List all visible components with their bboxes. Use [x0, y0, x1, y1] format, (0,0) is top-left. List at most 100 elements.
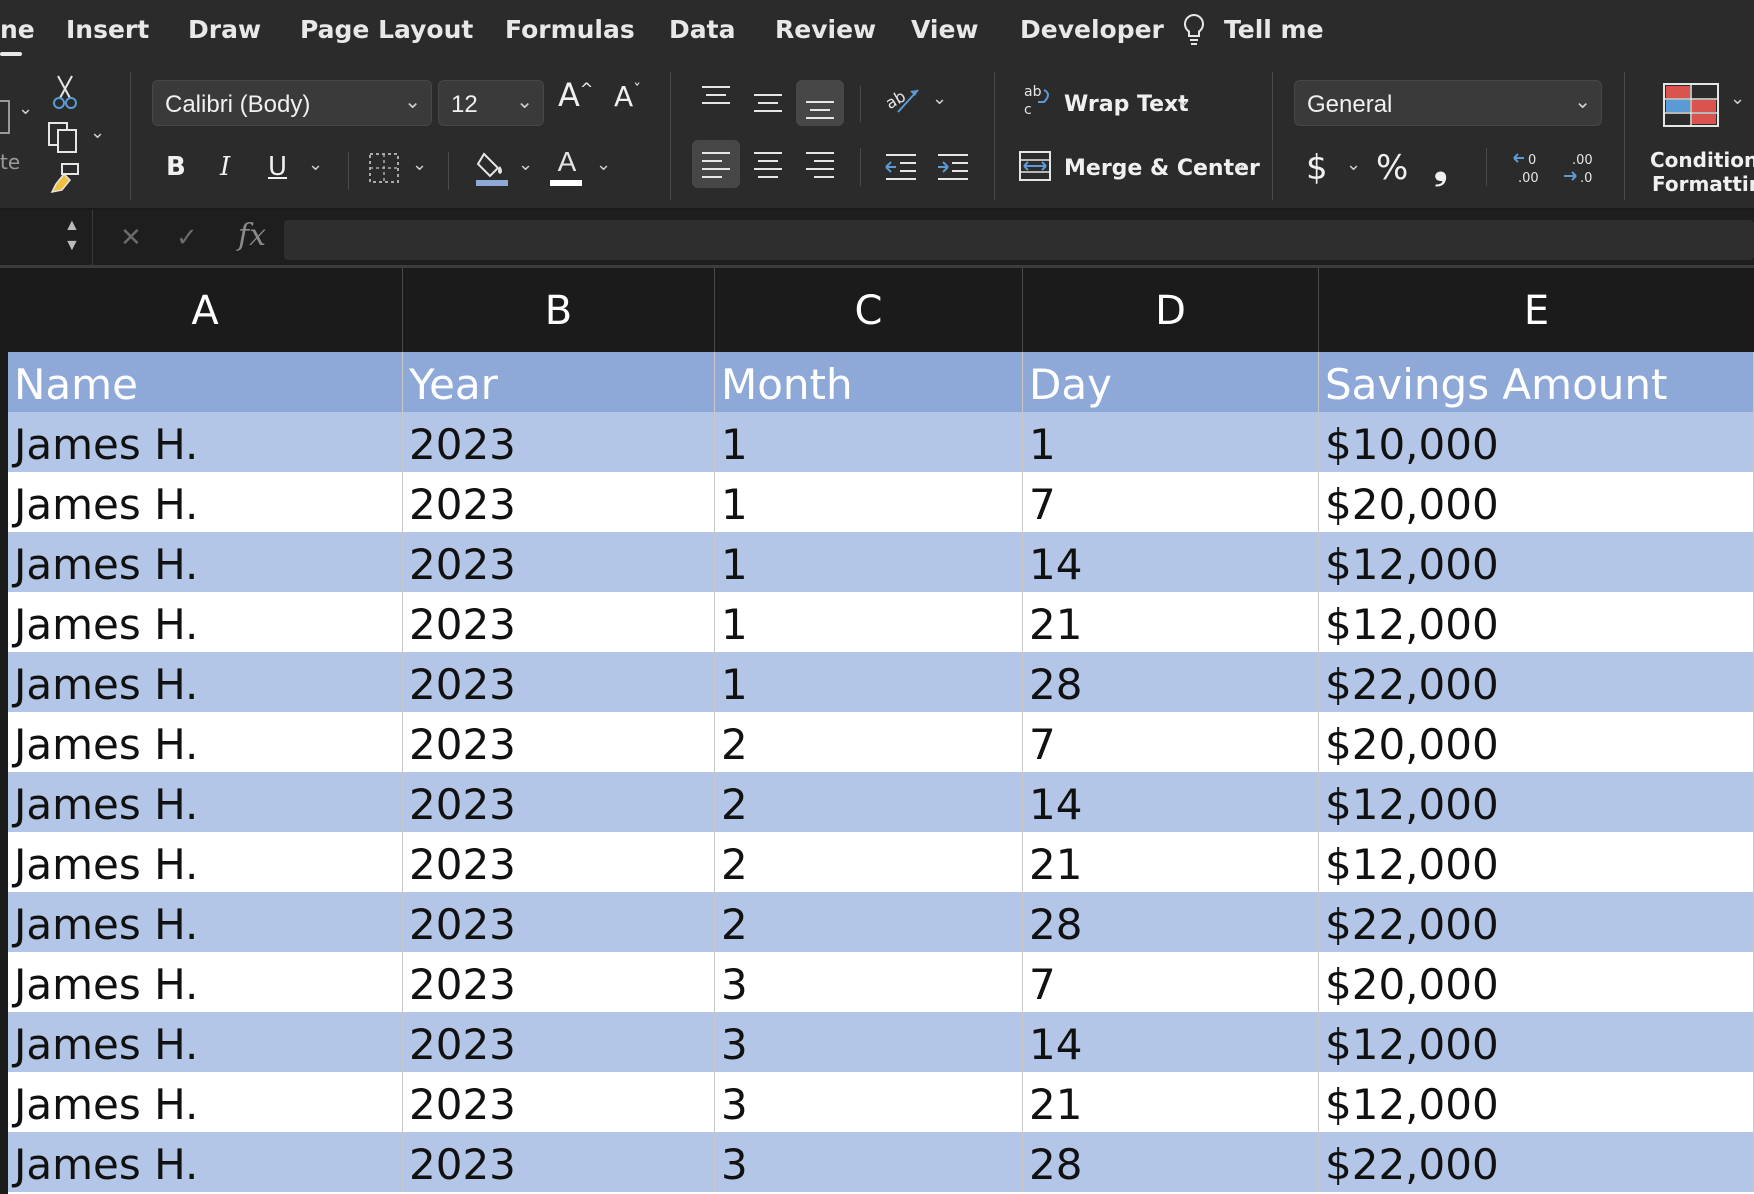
table-header-cell[interactable]: Name — [8, 352, 403, 412]
fill-color-icon[interactable] — [474, 148, 510, 193]
align-right-icon[interactable] — [804, 150, 836, 185]
table-cell[interactable]: 14 — [1023, 772, 1319, 832]
table-cell[interactable]: James H. — [8, 1132, 403, 1192]
table-cell[interactable]: 2023 — [403, 1012, 715, 1072]
orientation-dropdown-chevron[interactable]: ⌄ — [932, 88, 948, 108]
tab-developer[interactable]: Developer — [1020, 15, 1164, 44]
table-cell[interactable]: 28 — [1023, 1132, 1319, 1192]
table-cell[interactable]: 1 — [715, 652, 1023, 712]
tab-insert[interactable]: Insert — [66, 15, 150, 44]
tab-review[interactable]: Review — [775, 15, 877, 44]
table-cell[interactable]: 3 — [715, 1012, 1023, 1072]
column-header-c[interactable]: C — [715, 268, 1023, 352]
table-cell[interactable]: James H. — [8, 412, 403, 472]
currency-button[interactable]: $ — [1306, 148, 1328, 188]
table-cell[interactable]: 14 — [1023, 1012, 1319, 1072]
table-cell[interactable]: James H. — [8, 472, 403, 532]
table-cell[interactable]: 21 — [1023, 592, 1319, 652]
conditional-formatting-label-line2[interactable]: Formatting — [1652, 172, 1754, 196]
table-cell[interactable]: James H. — [8, 832, 403, 892]
conditional-formatting-icon[interactable] — [1662, 82, 1720, 133]
table-cell[interactable]: 2 — [715, 892, 1023, 952]
table-cell[interactable]: 2 — [715, 832, 1023, 892]
table-cell[interactable]: 2023 — [403, 832, 715, 892]
table-cell[interactable]: 7 — [1023, 472, 1319, 532]
comma-style-button[interactable]: ❟ — [1434, 148, 1448, 188]
table-cell[interactable]: 2023 — [403, 892, 715, 952]
currency-dropdown-chevron[interactable]: ⌄ — [1346, 154, 1362, 174]
decrease-font-size-button[interactable]: Aˇ — [614, 80, 641, 113]
bold-button[interactable]: B — [166, 152, 186, 182]
tab-data[interactable]: Data — [669, 15, 736, 44]
table-cell[interactable]: $20,000 — [1319, 472, 1754, 532]
table-cell[interactable]: James H. — [8, 952, 403, 1012]
table-cell[interactable]: 1 — [715, 412, 1023, 472]
table-cell[interactable]: James H. — [8, 532, 403, 592]
table-cell[interactable]: James H. — [8, 772, 403, 832]
table-cell[interactable]: 2023 — [403, 1132, 715, 1192]
decrease-decimal-icon[interactable]: .00.0 — [1562, 150, 1600, 191]
table-cell[interactable]: $12,000 — [1319, 772, 1754, 832]
table-cell[interactable]: $22,000 — [1319, 652, 1754, 712]
orientation-icon[interactable]: ab — [882, 82, 922, 123]
table-cell[interactable]: 2023 — [403, 712, 715, 772]
table-cell[interactable]: 2023 — [403, 472, 715, 532]
paste-icon[interactable] — [0, 100, 10, 134]
table-cell[interactable]: 28 — [1023, 892, 1319, 952]
merge-center-icon[interactable] — [1018, 150, 1052, 187]
table-cell[interactable]: 2023 — [403, 592, 715, 652]
underline-button[interactable]: U — [268, 152, 288, 182]
borders-icon[interactable] — [368, 152, 400, 189]
confirm-edit-icon[interactable]: ✓ — [176, 222, 198, 252]
table-cell[interactable]: 1 — [715, 472, 1023, 532]
tab-page-layout[interactable]: Page Layout — [300, 15, 474, 44]
conditional-formatting-label-line1[interactable]: Conditiona — [1650, 148, 1754, 172]
percent-button[interactable]: % — [1376, 148, 1409, 188]
table-cell[interactable]: 2023 — [403, 952, 715, 1012]
table-cell[interactable]: $10,000 — [1319, 412, 1754, 472]
wrap-text-dropdown-chevron[interactable]: ⌄ — [1176, 90, 1192, 110]
table-cell[interactable]: $20,000 — [1319, 712, 1754, 772]
table-cell[interactable]: 1 — [715, 532, 1023, 592]
table-cell[interactable]: James H. — [8, 1072, 403, 1132]
underline-dropdown-chevron[interactable]: ⌄ — [308, 154, 324, 174]
table-cell[interactable]: 2023 — [403, 772, 715, 832]
increase-decimal-icon[interactable]: 0.00 — [1510, 150, 1548, 191]
tab-home[interactable]: ne — [0, 15, 35, 44]
conditional-formatting-dropdown-chevron[interactable]: ⌄ — [1730, 88, 1746, 108]
italic-button[interactable]: I — [220, 152, 231, 182]
name-box-stepper[interactable]: ▲ ▼ — [64, 217, 80, 254]
align-left-button-selected[interactable] — [692, 140, 740, 188]
table-cell[interactable]: 14 — [1023, 532, 1319, 592]
table-cell[interactable]: 2023 — [403, 412, 715, 472]
table-cell[interactable]: 2023 — [403, 652, 715, 712]
font-color-icon[interactable]: A — [550, 146, 584, 186]
table-header-cell[interactable]: Savings Amount — [1319, 352, 1754, 412]
font-color-dropdown-chevron[interactable]: ⌄ — [596, 154, 612, 174]
table-cell[interactable]: $12,000 — [1319, 832, 1754, 892]
merge-center-label[interactable]: Merge & Center — [1064, 156, 1260, 181]
row-header-strip[interactable] — [0, 268, 8, 1194]
formula-input[interactable] — [284, 220, 1754, 260]
number-format-dropdown[interactable]: General ⌄ — [1294, 80, 1602, 126]
table-cell[interactable]: 2023 — [403, 532, 715, 592]
column-header-b[interactable]: B — [403, 268, 715, 352]
borders-dropdown-chevron[interactable]: ⌄ — [412, 154, 428, 174]
table-header-cell[interactable]: Month — [715, 352, 1023, 412]
table-cell[interactable]: 3 — [715, 1072, 1023, 1132]
format-painter-icon[interactable] — [48, 162, 82, 201]
table-cell[interactable]: $20,000 — [1319, 952, 1754, 1012]
table-cell[interactable]: 2023 — [403, 1072, 715, 1132]
table-cell[interactable]: James H. — [8, 712, 403, 772]
table-cell[interactable]: 2 — [715, 712, 1023, 772]
decrease-indent-icon[interactable] — [884, 152, 918, 185]
tab-draw[interactable]: Draw — [188, 15, 262, 44]
table-cell[interactable]: 3 — [715, 952, 1023, 1012]
table-cell[interactable]: 21 — [1023, 1072, 1319, 1132]
align-center-icon[interactable] — [752, 150, 784, 185]
wrap-text-label[interactable]: Wrap Text — [1064, 92, 1189, 117]
table-cell[interactable]: 28 — [1023, 652, 1319, 712]
table-cell[interactable]: $12,000 — [1319, 532, 1754, 592]
fill-color-dropdown-chevron[interactable]: ⌄ — [518, 154, 534, 174]
table-cell[interactable]: $12,000 — [1319, 592, 1754, 652]
